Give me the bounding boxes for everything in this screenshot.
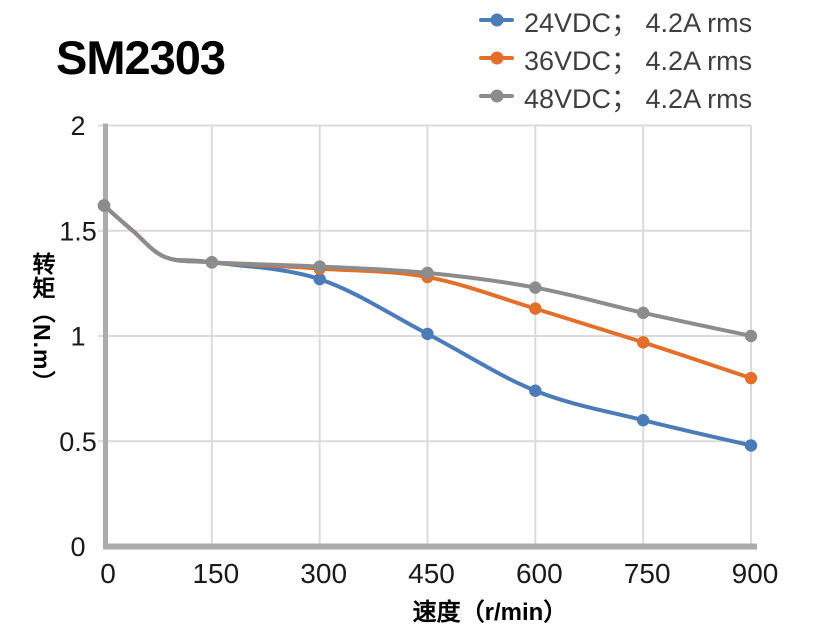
data-point-36vdc bbox=[744, 371, 758, 385]
y-axis-title: 转矩（N.m） bbox=[29, 252, 55, 395]
data-point-48vdc bbox=[421, 266, 434, 280]
data-point-24vdc bbox=[421, 327, 434, 341]
y-tick-label-0: 0 bbox=[70, 532, 85, 562]
chart-title: SM2303 bbox=[56, 31, 226, 84]
legend-item-48vdc: 48VDC； 4.2A rms bbox=[479, 77, 752, 115]
data-point-24vdc bbox=[636, 414, 650, 427]
data-point-48vdc bbox=[313, 260, 326, 273]
legend-marker-icon bbox=[479, 51, 514, 65]
data-point-48vdc bbox=[744, 329, 758, 343]
legend-marker-icon bbox=[479, 13, 514, 27]
data-point-48vdc bbox=[636, 306, 650, 320]
legend: 24VDC； 4.2A rms 36VDC； 4.2A rms 48VDC； 4.2… bbox=[479, 1, 752, 115]
data-point-36vdc bbox=[636, 336, 650, 349]
x-tick-label-750: 750 bbox=[624, 558, 671, 589]
data-point-48vdc bbox=[97, 199, 111, 212]
legend-marker-icon bbox=[479, 89, 514, 103]
y-tick-label-1.5: 1.5 bbox=[59, 216, 97, 246]
data-point-48vdc bbox=[529, 281, 542, 294]
y-tick-label-2: 2 bbox=[70, 111, 85, 141]
data-point-24vdc bbox=[313, 272, 326, 286]
data-point-24vdc bbox=[744, 439, 758, 452]
x-tick-label-900: 900 bbox=[732, 558, 779, 589]
x-tick-label-600: 600 bbox=[516, 558, 563, 589]
legend-item-36vdc: 36VDC； 4.2A rms bbox=[479, 39, 752, 77]
legend-label: 48VDC； 4.2A rms bbox=[524, 83, 753, 114]
x-tick-label-0: 0 bbox=[100, 558, 116, 589]
data-point-24vdc bbox=[529, 384, 542, 397]
x-axis-title: 速度（r/min） bbox=[412, 599, 568, 626]
x-tick-label-300: 300 bbox=[300, 558, 347, 589]
data-point-36vdc bbox=[529, 302, 542, 315]
legend-label: 36VDC； 4.2A rms bbox=[524, 45, 753, 76]
data-point-48vdc bbox=[205, 256, 219, 269]
y-tick-label-1: 1 bbox=[70, 322, 85, 352]
legend-item-24vdc: 24VDC； 4.2A rms bbox=[479, 1, 752, 39]
y-tick-label-0.5: 0.5 bbox=[59, 427, 97, 457]
x-tick-label-450: 450 bbox=[408, 558, 455, 589]
series-line-48vdc bbox=[102, 203, 753, 338]
x-tick-label-150: 150 bbox=[192, 558, 239, 589]
legend-label: 24VDC； 4.2A rms bbox=[524, 7, 753, 38]
